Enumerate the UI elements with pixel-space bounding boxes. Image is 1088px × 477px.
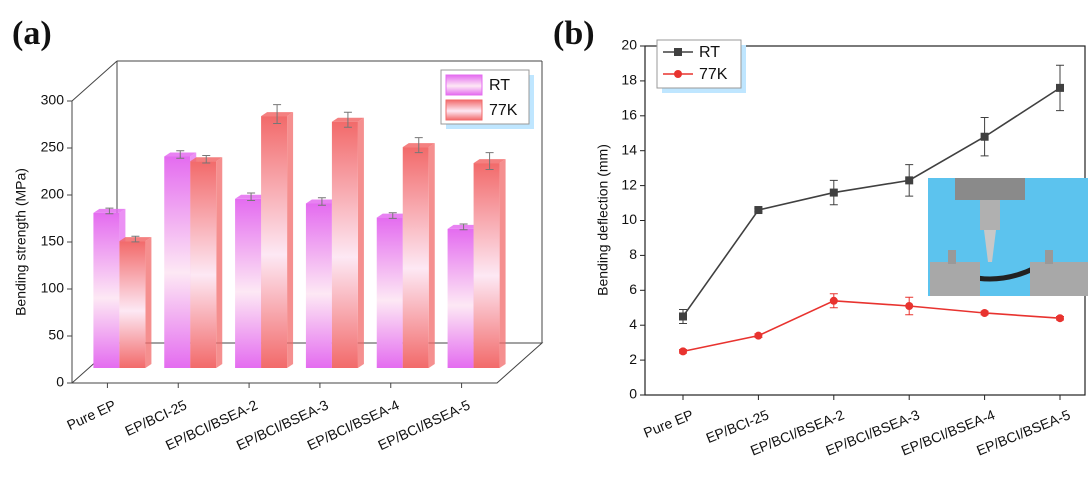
y-tick-label: 150 — [41, 233, 65, 249]
y-tick-label: 0 — [56, 374, 64, 390]
y-tick-label: 2 — [629, 351, 637, 367]
y-axis-label: Bending deflection (mm) — [595, 144, 611, 296]
error-bar — [105, 207, 114, 215]
bar — [93, 212, 120, 368]
y-tick-label: 18 — [621, 72, 637, 88]
frame-line — [71, 60, 118, 102]
bar — [402, 147, 429, 368]
error-bar — [485, 152, 494, 171]
bar — [376, 217, 403, 368]
line — [682, 299, 1061, 353]
line — [682, 87, 1061, 317]
panel-label: (a) — [12, 15, 52, 52]
marker — [980, 308, 989, 317]
bar-side — [357, 117, 364, 368]
bar-side — [216, 157, 223, 368]
legend-swatch — [445, 99, 483, 121]
error-bar — [317, 197, 326, 206]
x-tick-label: Pure EP — [64, 397, 118, 434]
legend-swatch — [445, 74, 483, 96]
error-bar — [414, 137, 423, 154]
bar — [473, 163, 500, 368]
bar — [305, 203, 332, 368]
bar — [164, 156, 191, 368]
marker — [1056, 314, 1064, 323]
error-bar — [343, 111, 352, 128]
y-tick-label: 200 — [41, 186, 65, 202]
inset-photo — [928, 178, 1088, 296]
error-bar — [459, 223, 468, 231]
error-bar — [247, 192, 256, 202]
marker — [905, 302, 914, 311]
y-tick-label: 8 — [629, 246, 637, 262]
bar-side — [428, 143, 435, 368]
legend-marker — [674, 48, 682, 56]
error-bar — [176, 150, 185, 159]
bar-side — [287, 112, 294, 368]
legend-label: RT — [489, 77, 510, 94]
y-tick-label: 6 — [629, 281, 637, 297]
bar — [235, 198, 262, 368]
bar — [190, 161, 217, 368]
error-bar — [388, 212, 397, 219]
marker — [679, 312, 687, 321]
y-tick-label: 10 — [621, 211, 637, 227]
y-tick-label: 100 — [41, 280, 65, 296]
bar — [261, 116, 288, 368]
marker — [1056, 83, 1064, 92]
marker — [679, 347, 687, 356]
bar-side — [499, 159, 506, 368]
legend-box — [656, 39, 742, 89]
y-tick-label: 20 — [621, 37, 637, 53]
error-bar — [273, 104, 282, 124]
marker — [754, 206, 763, 215]
error-bar — [131, 235, 140, 243]
marker — [829, 188, 838, 197]
y-tick-label: 12 — [621, 176, 637, 192]
x-tick-label: Pure EP — [641, 406, 695, 440]
y-tick-label: 250 — [41, 139, 65, 155]
legend-label: RT — [699, 44, 720, 61]
y-tick-label: 16 — [621, 107, 637, 123]
bar — [331, 121, 358, 368]
marker — [905, 176, 914, 185]
legend-label: 77K — [699, 66, 728, 83]
marker — [829, 296, 838, 305]
marker — [754, 331, 763, 340]
legend-marker — [674, 70, 682, 78]
marker — [980, 132, 989, 141]
legend-label: 77K — [489, 102, 518, 119]
y-tick-label: 4 — [629, 316, 637, 332]
bar-side — [145, 237, 152, 368]
y-tick-label: 14 — [621, 141, 637, 157]
y-axis-label: Bending strength (MPa) — [13, 168, 29, 316]
y-tick-label: 0 — [629, 386, 637, 402]
bar — [447, 228, 474, 368]
bar — [119, 241, 146, 368]
panel-label: (b) — [553, 15, 595, 52]
y-tick-label: 300 — [41, 92, 65, 108]
error-bar — [202, 154, 211, 164]
y-tick-label: 50 — [48, 327, 64, 343]
